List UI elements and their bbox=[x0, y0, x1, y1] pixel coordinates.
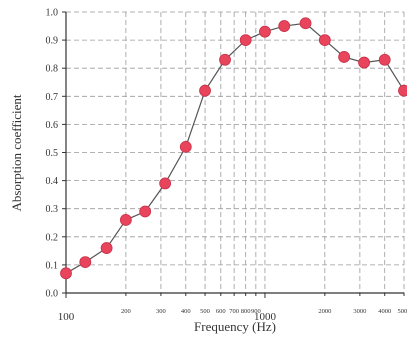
y-axis-label: Absorption coefficient bbox=[9, 94, 24, 211]
data-point bbox=[339, 51, 350, 62]
y-tick-label: 0.3 bbox=[46, 204, 59, 215]
data-point bbox=[120, 214, 131, 225]
x-minor-tick-label: 400 bbox=[181, 308, 191, 315]
y-tick-label: 0.7 bbox=[46, 92, 59, 103]
data-point bbox=[160, 178, 171, 189]
y-tick-label: 0.1 bbox=[46, 260, 59, 271]
data-point bbox=[80, 257, 91, 268]
data-point bbox=[200, 85, 211, 96]
data-point bbox=[359, 57, 370, 68]
data-point bbox=[259, 26, 270, 37]
data-point bbox=[399, 85, 407, 96]
y-tick-label: 0.2 bbox=[46, 232, 59, 243]
x-minor-tick-label: 600 bbox=[216, 308, 226, 315]
y-tick-label: 0.9 bbox=[46, 36, 59, 47]
y-tick-label: 0.0 bbox=[46, 289, 59, 300]
x-major-tick-label: 100 bbox=[58, 311, 75, 323]
x-minor-tick-label: 800 bbox=[241, 308, 251, 315]
x-minor-tick-label: 500 bbox=[200, 308, 210, 315]
data-point bbox=[61, 268, 72, 279]
data-point bbox=[300, 18, 311, 29]
data-point bbox=[101, 243, 112, 254]
y-tick-label: 0.6 bbox=[46, 120, 59, 131]
data-point bbox=[220, 54, 231, 65]
x-minor-tick-label: 5000 bbox=[398, 308, 407, 315]
x-minor-tick-label: 4000 bbox=[378, 308, 391, 315]
y-tick-label: 0.4 bbox=[46, 176, 59, 187]
data-point bbox=[140, 206, 151, 217]
x-minor-tick-label: 700 bbox=[229, 308, 239, 315]
x-minor-tick-label: 300 bbox=[156, 308, 166, 315]
y-tick-label: 0.8 bbox=[46, 64, 59, 75]
data-point bbox=[379, 54, 390, 65]
data-point bbox=[180, 141, 191, 152]
data-point bbox=[319, 35, 330, 46]
x-minor-tick-label: 900 bbox=[251, 308, 261, 315]
data-point bbox=[240, 35, 251, 46]
x-minor-tick-label: 200 bbox=[121, 308, 131, 315]
x-minor-tick-label: 2000 bbox=[318, 308, 331, 315]
data-point bbox=[279, 21, 290, 32]
x-minor-tick-label: 3000 bbox=[353, 308, 366, 315]
x-axis-label: Frequency (Hz) bbox=[194, 319, 276, 334]
y-tick-label: 0.5 bbox=[46, 148, 59, 159]
y-tick-label: 1.0 bbox=[46, 8, 59, 19]
